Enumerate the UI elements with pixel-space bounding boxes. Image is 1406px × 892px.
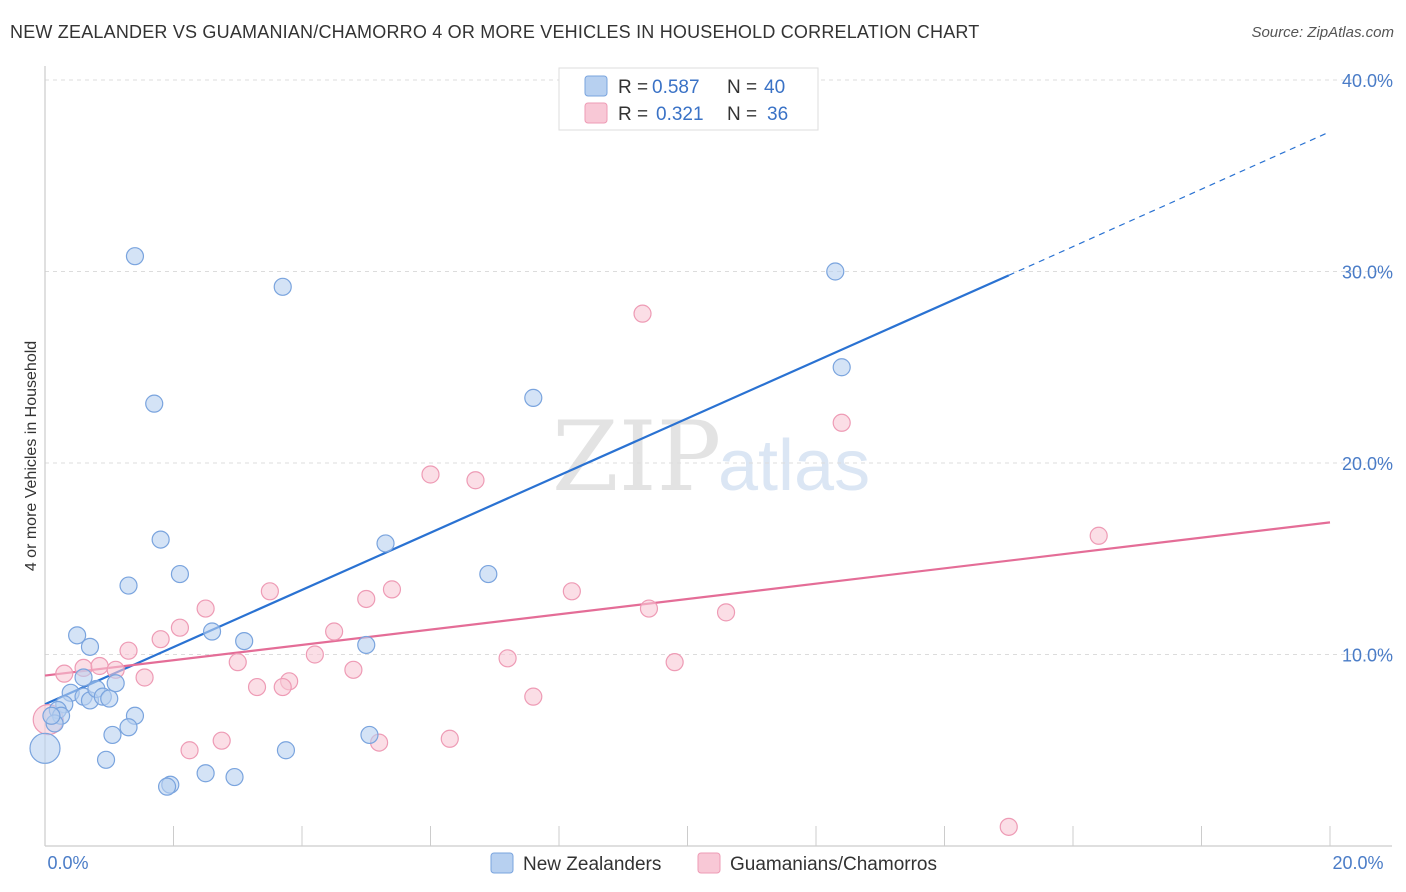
- point-guamanians-2: [832, 413, 851, 432]
- gridlines: [45, 79, 1392, 655]
- point-guamanians-35: [999, 817, 1018, 836]
- bottom-legend-swatch-new-zealanders: [490, 852, 514, 874]
- point-new-zealanders-17: [74, 668, 93, 687]
- legend-swatch-guamanians: [584, 102, 608, 124]
- point-new-zealanders-7: [151, 530, 170, 549]
- point-guamanians-7: [382, 580, 402, 599]
- point-new-zealanders-8: [376, 534, 395, 553]
- y-tick-label-10: 10.0%: [1342, 646, 1393, 666]
- point-guamanians-30: [524, 687, 543, 706]
- legend-r-label-2: R =: [618, 104, 648, 125]
- point-new-zealanders-14: [202, 622, 222, 641]
- trend-line-guamanians: [44, 521, 1331, 677]
- legend-r-label-1: R =: [618, 77, 648, 98]
- point-guamanians-31: [212, 731, 231, 750]
- point-new-zealanders-5: [145, 394, 164, 413]
- data-points: [29, 247, 1108, 836]
- point-guamanians-21: [344, 660, 363, 679]
- point-new-zealanders-16: [357, 635, 376, 655]
- point-guamanians-6: [260, 582, 279, 601]
- point-new-zealanders-9: [119, 576, 138, 595]
- point-new-zealanders-35: [225, 767, 244, 787]
- legend: R = 0.587 N = 40 R = 0.321 N = 36: [558, 67, 819, 131]
- point-new-zealanders-39: [157, 777, 177, 796]
- bottom-legend-guamanians: Guamanians/Chamorros: [730, 854, 937, 875]
- point-guamanians-16: [119, 641, 138, 660]
- point-new-zealanders-33: [96, 750, 116, 769]
- x-tick-label-min: 0.0%: [47, 853, 88, 873]
- bottom-legend-swatch-guamanians: [697, 852, 721, 874]
- point-new-zealanders-37: [360, 725, 379, 745]
- point-new-zealanders-12: [68, 626, 87, 645]
- point-guamanians-17: [305, 645, 324, 664]
- point-guamanians-9: [357, 589, 376, 609]
- point-guamanians-11: [639, 599, 659, 618]
- point-new-zealanders-30: [119, 718, 138, 737]
- point-guamanians-12: [716, 603, 736, 622]
- point-guamanians-23: [55, 664, 74, 683]
- point-new-zealanders-1: [125, 247, 145, 266]
- trend-lines: [44, 131, 1331, 706]
- point-new-zealanders-28: [106, 674, 125, 693]
- legend-swatch-new-zealanders: [584, 75, 608, 97]
- legend-r-value-2: 0.321: [656, 104, 704, 125]
- point-guamanians-32: [440, 729, 459, 748]
- point-new-zealanders-32: [29, 732, 61, 764]
- point-guamanians-27: [247, 677, 267, 697]
- point-new-zealanders-2: [273, 277, 292, 296]
- point-guamanians-26: [135, 668, 154, 687]
- y-tick-label-20: 20.0%: [1342, 454, 1393, 474]
- point-guamanians-3: [421, 465, 440, 484]
- point-new-zealanders-34: [196, 764, 215, 783]
- point-new-zealanders-15: [235, 631, 254, 651]
- point-guamanians-20: [665, 653, 684, 672]
- watermark-zip: ZIP: [552, 401, 721, 513]
- tick-labels: 10.0% 20.0% 30.0% 40.0% 0.0% 20.0%: [47, 71, 1393, 873]
- point-new-zealanders-11: [479, 564, 498, 584]
- point-new-zealanders-10: [170, 564, 190, 584]
- point-guamanians-19: [228, 653, 247, 672]
- y-tick-label-40: 40.0%: [1342, 71, 1393, 91]
- point-new-zealanders-13: [80, 637, 100, 656]
- point-new-zealanders-31: [103, 725, 122, 745]
- bottom-legend: New Zealanders Guamanians/Chamorros: [490, 852, 937, 875]
- point-guamanians-29: [273, 677, 292, 697]
- point-guamanians-4: [466, 471, 485, 490]
- point-new-zealanders-23: [100, 689, 119, 708]
- point-guamanians-5: [1089, 526, 1108, 545]
- point-guamanians-13: [170, 618, 190, 637]
- point-new-zealanders-6: [524, 388, 543, 407]
- chart-title: NEW ZEALANDER VS GUAMANIAN/CHAMORRO 4 OR…: [10, 22, 980, 42]
- point-guamanians-8: [562, 582, 581, 601]
- legend-r-value-1: 0.587: [652, 77, 700, 98]
- point-new-zealanders-40: [42, 706, 61, 725]
- point-guamanians-18: [498, 649, 517, 668]
- legend-n-label-1: N =: [727, 77, 757, 98]
- bottom-legend-new-zealanders: New Zealanders: [523, 854, 661, 875]
- legend-n-value-1: 40: [764, 77, 785, 98]
- trend-line-new-zealanders-extension: [1008, 131, 1331, 276]
- x-tick-label-max: 20.0%: [1332, 853, 1383, 873]
- y-axis-label: 4 or more Vehicles in Household: [23, 341, 40, 571]
- point-guamanians-15: [151, 630, 170, 649]
- legend-n-label-2: N =: [727, 104, 757, 125]
- source-label: Source: ZipAtlas.com: [1251, 24, 1394, 41]
- point-new-zealanders-36: [276, 741, 296, 760]
- point-guamanians-24: [90, 656, 109, 676]
- point-guamanians-1: [633, 304, 652, 323]
- legend-n-value-2: 36: [767, 104, 788, 125]
- point-guamanians-10: [196, 599, 215, 618]
- y-tick-label-30: 30.0%: [1342, 263, 1393, 283]
- watermark-atlas: atlas: [718, 426, 870, 506]
- point-guamanians-14: [325, 622, 344, 641]
- point-new-zealanders-3: [826, 262, 845, 281]
- point-guamanians-34: [180, 741, 199, 760]
- point-new-zealanders-4: [832, 358, 851, 377]
